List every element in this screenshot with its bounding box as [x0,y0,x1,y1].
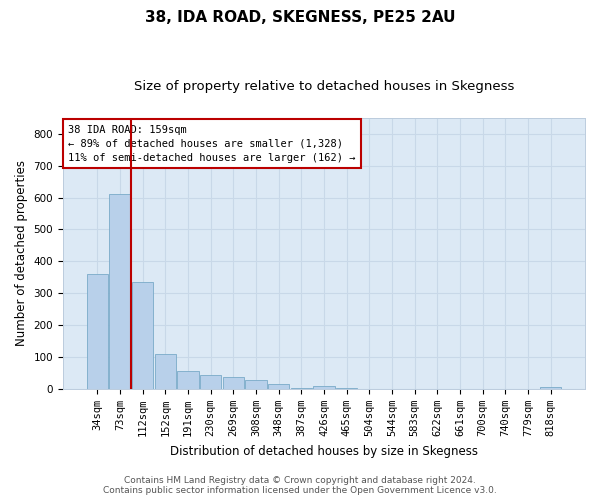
Bar [109,194,131,389]
Y-axis label: Number of detached properties: Number of detached properties [15,160,28,346]
Bar [268,384,289,389]
Text: Contains HM Land Registry data © Crown copyright and database right 2024.
Contai: Contains HM Land Registry data © Crown c… [103,476,497,495]
Bar [86,274,108,389]
Bar [540,388,561,389]
Bar [313,386,335,389]
X-axis label: Distribution of detached houses by size in Skegness: Distribution of detached houses by size … [170,444,478,458]
Bar [245,380,267,389]
Bar [155,354,176,389]
Text: 38 IDA ROAD: 159sqm
← 89% of detached houses are smaller (1,328)
11% of semi-det: 38 IDA ROAD: 159sqm ← 89% of detached ho… [68,124,356,162]
Bar [177,372,199,389]
Bar [132,282,154,389]
Bar [290,388,312,389]
Bar [223,377,244,389]
Bar [336,388,358,389]
Text: 38, IDA ROAD, SKEGNESS, PE25 2AU: 38, IDA ROAD, SKEGNESS, PE25 2AU [145,10,455,25]
Bar [200,374,221,389]
Title: Size of property relative to detached houses in Skegness: Size of property relative to detached ho… [134,80,514,93]
